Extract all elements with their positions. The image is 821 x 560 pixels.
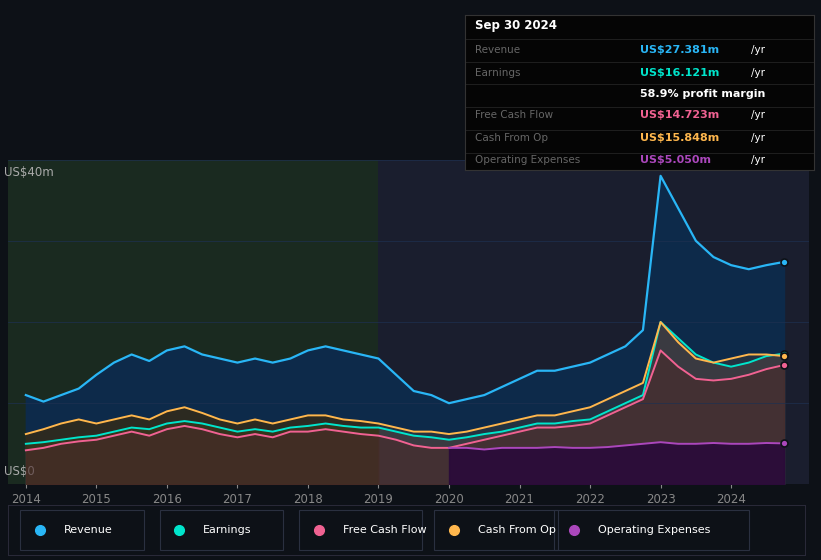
Text: US$14.723m: US$14.723m: [640, 110, 719, 120]
Text: US$0: US$0: [4, 465, 35, 478]
Text: /yr: /yr: [751, 68, 765, 78]
Bar: [299, 510, 422, 550]
Text: US$27.381m: US$27.381m: [640, 45, 718, 55]
Bar: [21, 510, 144, 550]
Text: Earnings: Earnings: [204, 525, 252, 535]
Text: US$16.121m: US$16.121m: [640, 68, 719, 78]
Bar: [553, 510, 749, 550]
Bar: [159, 510, 283, 550]
Text: /yr: /yr: [751, 155, 765, 165]
Text: /yr: /yr: [751, 133, 765, 143]
Bar: [378, 160, 809, 484]
Text: US$15.848m: US$15.848m: [640, 133, 719, 143]
Text: Free Cash Flow: Free Cash Flow: [342, 525, 426, 535]
Text: Revenue: Revenue: [64, 525, 112, 535]
Text: 58.9% profit margin: 58.9% profit margin: [640, 88, 765, 99]
Bar: [8, 160, 378, 484]
Text: Earnings: Earnings: [475, 68, 521, 78]
Text: /yr: /yr: [751, 45, 765, 55]
Text: Cash From Op: Cash From Op: [475, 133, 548, 143]
Text: /yr: /yr: [751, 110, 765, 120]
Text: Sep 30 2024: Sep 30 2024: [475, 19, 557, 32]
Bar: [434, 510, 557, 550]
Text: US$5.050m: US$5.050m: [640, 155, 710, 165]
Text: Operating Expenses: Operating Expenses: [598, 525, 710, 535]
Text: Operating Expenses: Operating Expenses: [475, 155, 580, 165]
Text: US$40m: US$40m: [4, 166, 54, 179]
Text: Cash From Op: Cash From Op: [478, 525, 556, 535]
Text: Revenue: Revenue: [475, 45, 521, 55]
Text: Free Cash Flow: Free Cash Flow: [475, 110, 553, 120]
